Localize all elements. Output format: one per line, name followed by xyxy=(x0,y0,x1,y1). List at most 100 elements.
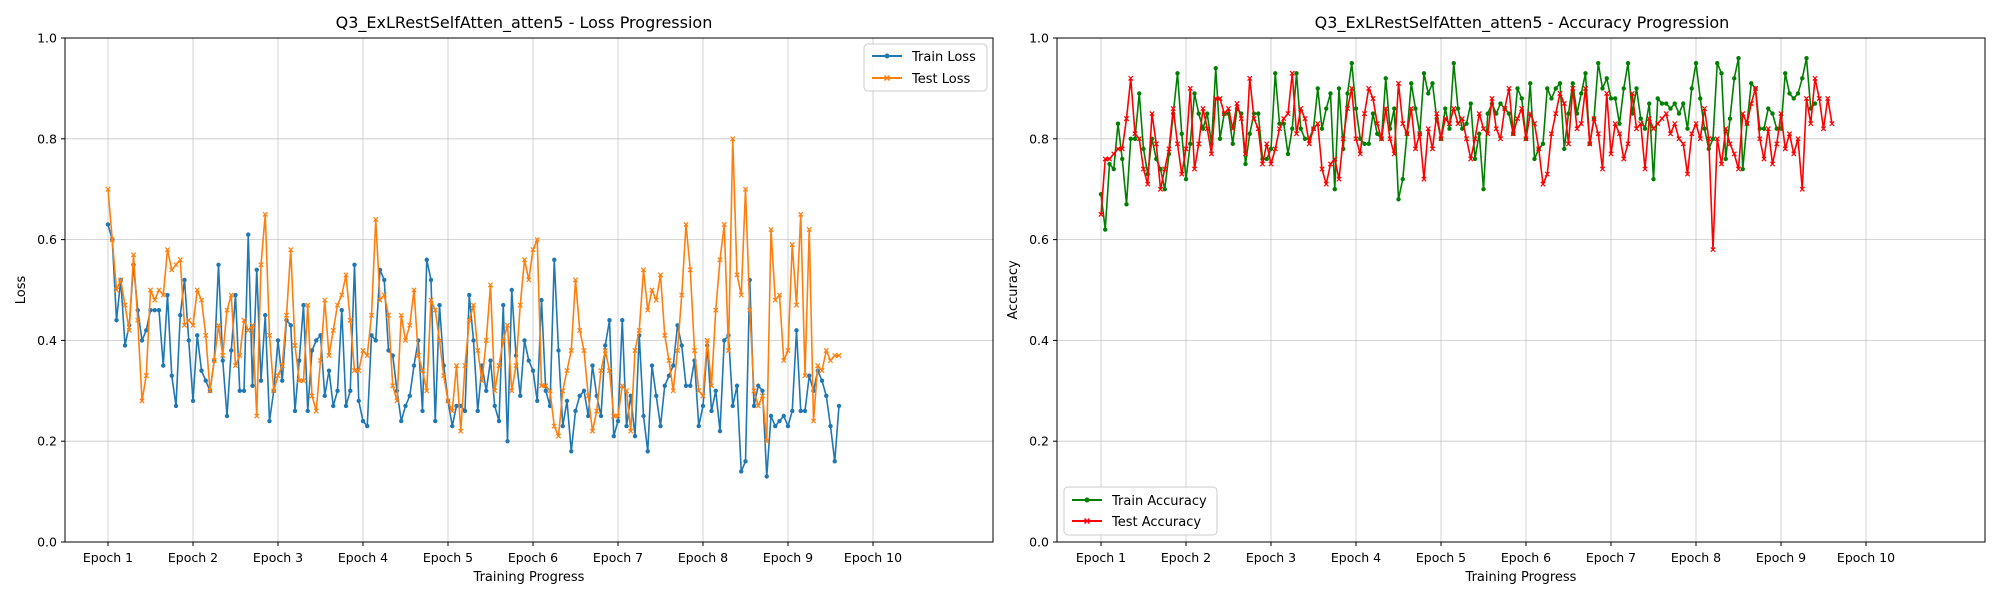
loss-y-tick-label: 1.0 xyxy=(37,31,57,46)
accuracy-series-train-point xyxy=(1532,156,1537,162)
accuracy-series-test-point xyxy=(1502,105,1508,112)
accuracy-series-train-point xyxy=(1188,141,1193,147)
loss-series-train-point xyxy=(501,302,506,308)
loss-series-test-point xyxy=(173,262,179,268)
accuracy-x-tick-label: Epoch 6 xyxy=(1501,550,1551,565)
loss-series-test-point xyxy=(330,327,336,333)
accuracy-series-test-point xyxy=(1570,85,1576,92)
loss-series-train-point xyxy=(258,378,264,383)
accuracy-series-test-point xyxy=(1752,85,1759,92)
loss-series-train-point xyxy=(645,449,650,454)
accuracy-series-train-point xyxy=(1426,91,1431,96)
accuracy-series-test-point xyxy=(1718,161,1725,167)
accuracy-series-test-point xyxy=(1582,85,1589,92)
loss-series-test-point xyxy=(424,388,430,394)
accuracy-series-test-point xyxy=(1612,121,1618,127)
accuracy-series-test-point xyxy=(1242,151,1249,157)
loss-series-train-point xyxy=(620,318,625,323)
accuracy-series-train-point xyxy=(1205,111,1210,116)
accuracy-series-train-point xyxy=(1362,141,1367,147)
loss-series-test-point xyxy=(742,186,749,192)
accuracy-series-test-point xyxy=(1557,90,1563,97)
accuracy-series-test-point xyxy=(1340,136,1346,142)
accuracy-y-axis-label: Accuracy xyxy=(1006,260,1021,320)
accuracy-series-test-point xyxy=(1744,121,1750,127)
loss-series-train-point xyxy=(365,423,370,429)
loss-series-train-point xyxy=(598,413,604,419)
loss-series-test-point xyxy=(649,287,655,293)
accuracy-series-train-point xyxy=(1447,126,1452,131)
accuracy-series-train-point xyxy=(1672,101,1677,106)
accuracy-x-tick-label: Epoch 7 xyxy=(1586,550,1636,565)
loss-series-test-point xyxy=(751,388,757,394)
loss-x-tick-label: Epoch 1 xyxy=(83,550,133,565)
accuracy-series-train-point xyxy=(1613,96,1618,101)
loss-series-train-point xyxy=(828,423,833,429)
loss-series-test-point xyxy=(343,272,349,278)
loss-series-test-point xyxy=(453,362,460,369)
accuracy-series-test-point xyxy=(1769,161,1776,167)
loss-series-test-point xyxy=(555,433,562,439)
accuracy-series-train-point xyxy=(1783,71,1788,76)
accuracy-series-test-point xyxy=(1187,85,1193,92)
loss-series-train-point xyxy=(178,313,183,318)
accuracy-series-train-point xyxy=(1676,111,1682,116)
accuracy-series-train-point xyxy=(1366,141,1371,147)
accuracy-series-test-point xyxy=(1183,146,1189,152)
accuracy-series-test-point xyxy=(1812,75,1818,81)
loss-series-test-point xyxy=(708,383,715,389)
accuracy-series-test-point xyxy=(1200,105,1206,112)
loss-series-test-point xyxy=(181,322,188,328)
accuracy-series-train-point xyxy=(1494,111,1499,116)
loss-series-test-point xyxy=(504,322,511,328)
loss-series-train-point xyxy=(241,388,247,393)
loss-x-tick-label: Epoch 5 xyxy=(423,550,473,565)
loss-series-test-point xyxy=(390,383,396,389)
loss-series-train-point xyxy=(186,338,191,343)
loss-series-test xyxy=(105,136,842,444)
loss-series-test-point xyxy=(254,413,260,419)
loss-series-train-point xyxy=(773,423,778,429)
loss-series-test-point xyxy=(725,347,732,354)
loss-series-test-point xyxy=(781,357,787,364)
accuracy-series-train-point xyxy=(1217,136,1223,141)
accuracy-series-train-point xyxy=(1396,197,1401,202)
loss-series-test-point xyxy=(670,388,676,394)
accuracy-series-test-point xyxy=(1310,126,1317,132)
accuracy-series-test-point xyxy=(1761,156,1767,162)
accuracy-series-train-point xyxy=(1353,106,1359,111)
accuracy-series-train-point xyxy=(1120,156,1125,162)
loss-series-test-point xyxy=(360,347,366,354)
accuracy-series-test-point xyxy=(1684,171,1691,177)
loss-series-test-point xyxy=(721,221,727,228)
accuracy-legend-test-label: Test Accuracy xyxy=(1111,515,1201,530)
accuracy-series-train-point xyxy=(1553,86,1558,91)
accuracy-series-train-point xyxy=(1566,111,1571,116)
loss-series-test-point xyxy=(759,393,766,399)
loss-series-train-point xyxy=(216,262,221,267)
loss-series-test-point xyxy=(615,413,621,419)
accuracy-series-test-point xyxy=(1527,110,1533,117)
loss-series-train-point xyxy=(794,328,799,333)
accuracy-series-test-point xyxy=(1480,126,1487,132)
accuracy-series-test-point xyxy=(1361,110,1368,117)
accuracy-series-train-point xyxy=(1468,101,1473,106)
loss-y-ticks: 0.0 0.2 0.4 0.6 0.8 1.0 xyxy=(37,31,65,550)
accuracy-series-test-point xyxy=(1655,121,1661,127)
accuracy-series-train-point xyxy=(1528,81,1533,86)
accuracy-series-test-point xyxy=(1191,166,1198,172)
loss-series-train-point xyxy=(165,292,170,298)
loss-x-tick-label: Epoch 4 xyxy=(338,550,388,565)
loss-series-test-point xyxy=(139,398,145,404)
accuracy-series-test-point xyxy=(1506,85,1512,92)
accuracy-series-train-point xyxy=(1294,71,1299,76)
loss-series-test-point xyxy=(105,186,111,192)
accuracy-series-train-point xyxy=(1770,111,1775,116)
loss-series-test-point xyxy=(479,378,485,384)
accuracy-series-train-point xyxy=(1400,176,1405,182)
loss-series-test-point xyxy=(789,242,795,248)
accuracy-series-train-point xyxy=(1392,106,1397,111)
loss-y-tick-label: 0.6 xyxy=(37,232,57,247)
loss-series-test-point xyxy=(407,322,413,328)
loss-series-test-point xyxy=(500,337,506,344)
